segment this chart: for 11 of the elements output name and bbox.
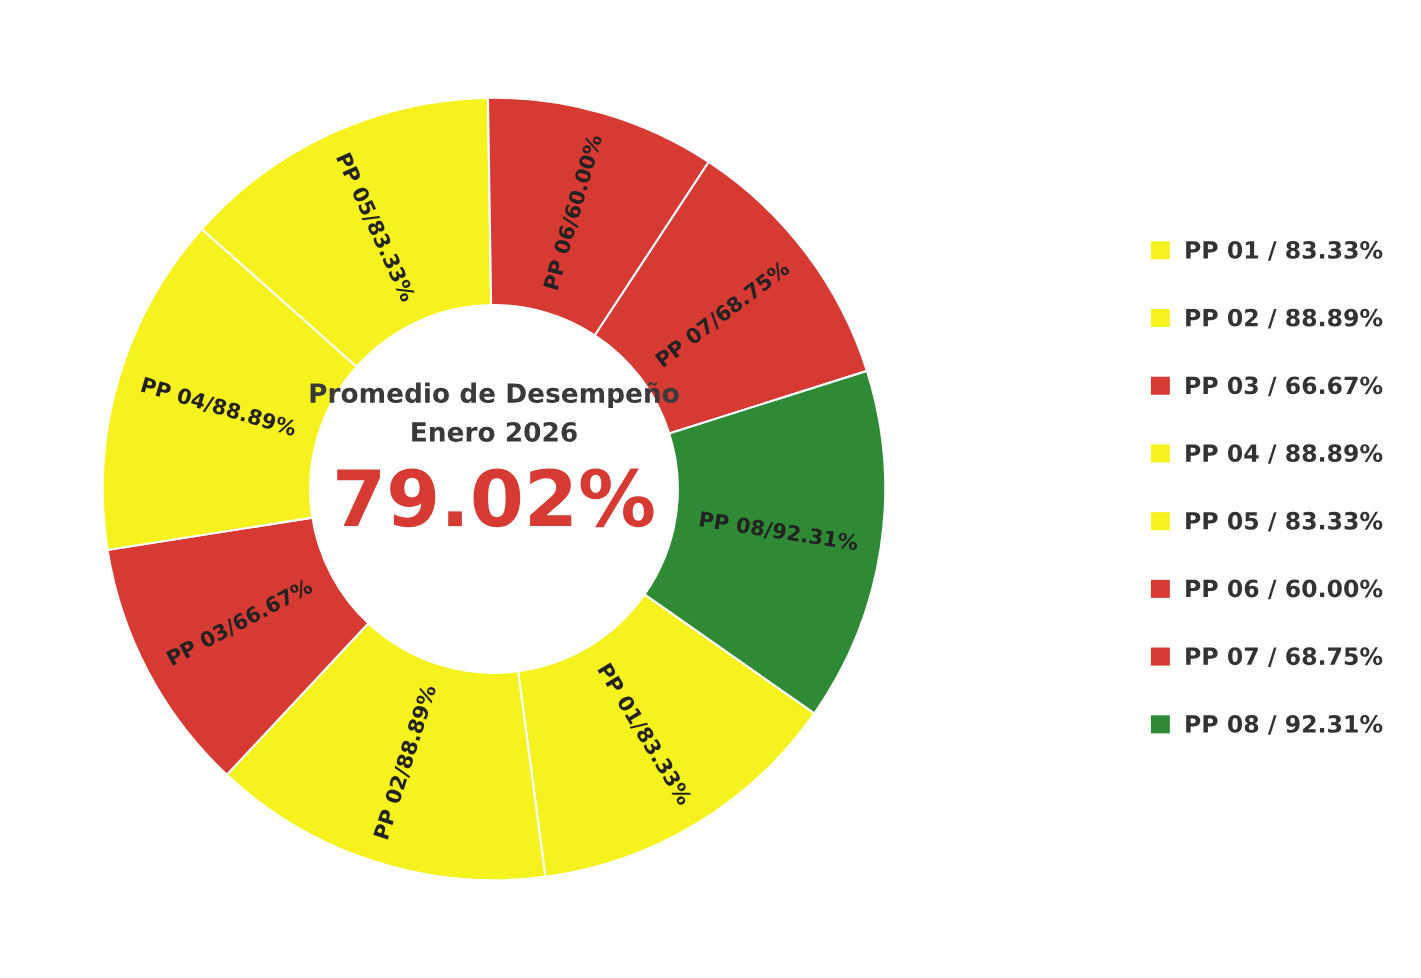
data-label: PP 08/92.31% bbox=[699, 511, 859, 553]
legend-label: PP 07 / 68.75% bbox=[1186, 647, 1383, 667]
legend-label: PP 06 / 60.00% bbox=[1186, 579, 1383, 600]
legend-label: PP 02 / 88.89% bbox=[1186, 308, 1383, 329]
legend-label: PP 01 / 83.33% bbox=[1186, 241, 1383, 261]
legend-label: PP 08 / 92.31% bbox=[1186, 714, 1383, 735]
legend-label: PP 03 / 66.67% bbox=[1186, 376, 1383, 397]
text: Enero 2026 bbox=[412, 421, 577, 442]
text: 79.02% bbox=[337, 468, 654, 528]
legend-label: PP 04 / 88.89% bbox=[1186, 444, 1383, 464]
legend-label: PP 05 / 83.33% bbox=[1186, 511, 1383, 532]
